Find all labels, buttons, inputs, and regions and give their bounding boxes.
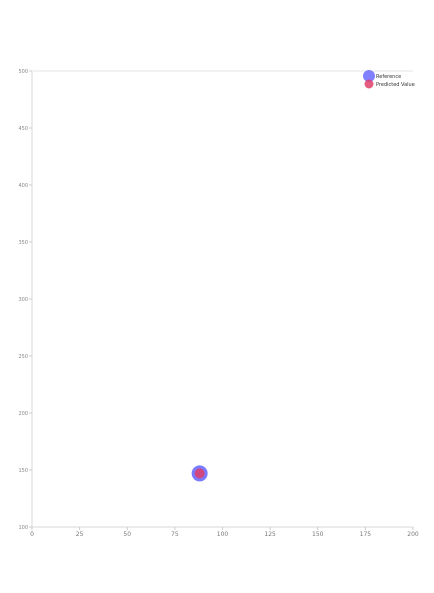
y-tick-label: 350: [18, 240, 28, 246]
x-tick-label: 175: [360, 531, 372, 538]
x-tick-label: 125: [264, 531, 276, 538]
legend-marker: [363, 70, 375, 82]
ticks: 0 25 50 75 100 125 150 175 200 100 150 200 250 300 350…: [18, 69, 418, 538]
x-tick-label: 200: [407, 531, 419, 538]
x-tick-label: 0: [30, 531, 34, 538]
x-tick-label: 100: [217, 531, 229, 538]
y-tick-label: 300: [18, 297, 28, 303]
points: [191, 465, 208, 482]
y-tick-label: 500: [18, 69, 28, 75]
y-tick-label: 150: [18, 468, 28, 474]
legend-marker: [364, 79, 374, 89]
y-tick-label: 250: [18, 354, 28, 360]
x-tick-label: 25: [76, 531, 84, 538]
y-tick-label: 100: [18, 525, 28, 531]
legend: Reference Predicted Value: [363, 70, 415, 89]
x-tick-label: 75: [171, 531, 179, 538]
x-tick-label: 150: [312, 531, 324, 538]
y-tick-label: 200: [18, 411, 28, 417]
axes: [31, 70, 413, 528]
y-tick-label: 450: [18, 126, 28, 132]
x-tick-label: 50: [123, 531, 131, 538]
data-point-predicted[interactable]: [194, 468, 205, 479]
y-tick-label: 400: [18, 183, 28, 189]
legend-label: Predicted Value: [376, 82, 415, 88]
legend-label: Reference: [376, 74, 401, 80]
